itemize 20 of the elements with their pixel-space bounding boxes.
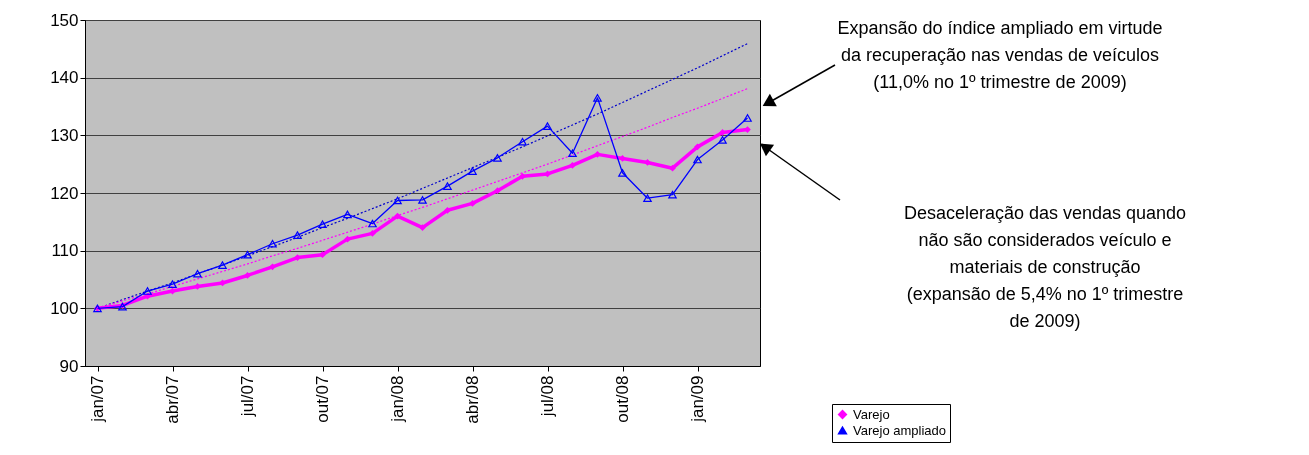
x-tick-label: jan/08 [388,375,407,423]
x-tick-label: jul/08 [538,375,557,418]
y-tick-label: 150 [50,10,79,30]
y-tick-label: 130 [50,125,79,145]
legend-label: Varejo [853,406,890,422]
x-tick-label: abr/08 [463,375,482,424]
x-tick-label: out/07 [313,375,332,423]
y-tick-label: 100 [50,298,79,318]
y-tick-label: 140 [50,68,79,88]
x-tick-label: jan/07 [88,375,107,423]
legend-label: Varejo ampliado [853,422,946,438]
y-tick-label: 110 [51,241,79,261]
x-tick-label: out/08 [613,375,632,423]
text: Expansão do índice ampliado em virtude da recuperação nas vendas de veículos (11,0% no 1º trimestre de 2009) [837,18,1163,92]
y-tick-label: 90 [59,356,79,376]
x-tick-label: jan/09 [688,375,707,423]
x-tick-label: abr/07 [163,375,182,424]
text: Desaceleração das vendas quando não são considerados veículo e materiais de construção (expansão de 5,4% no 1º trimestre de 2009) [903,203,1187,331]
x-tick-label: jul/07 [238,375,257,418]
y-tick-label: 120 [50,183,79,203]
